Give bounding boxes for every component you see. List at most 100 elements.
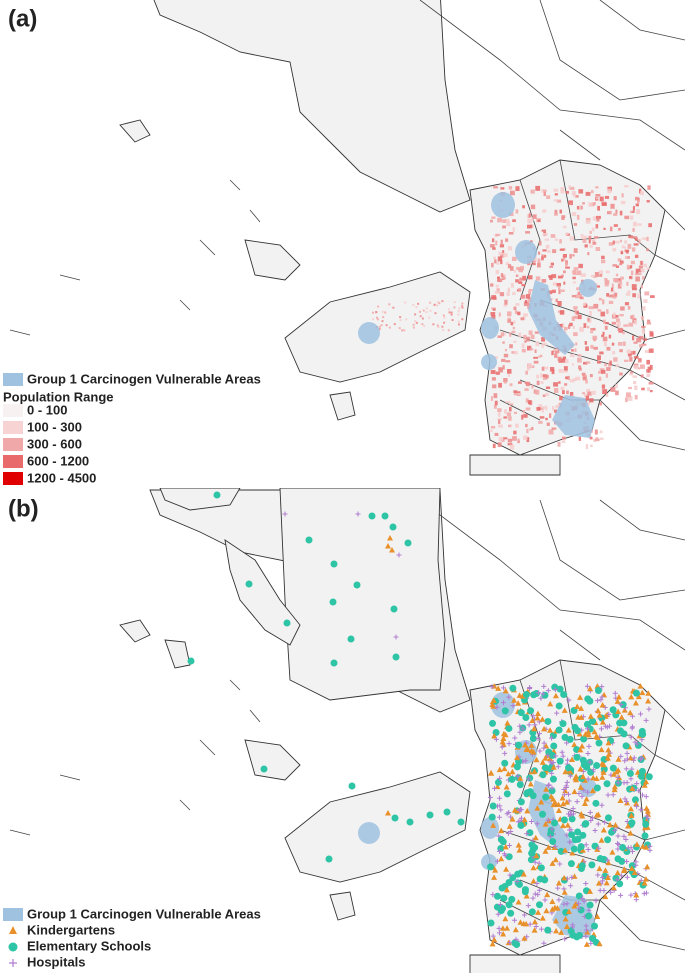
hospital bbox=[623, 798, 629, 804]
population-cell bbox=[620, 276, 624, 280]
population-cell bbox=[579, 296, 584, 300]
population-cell bbox=[558, 381, 561, 384]
population-cell bbox=[508, 416, 512, 421]
population-cell bbox=[515, 274, 519, 277]
hospital bbox=[536, 860, 542, 866]
population-cell bbox=[491, 262, 494, 268]
population-cell bbox=[649, 331, 654, 337]
kindergarten bbox=[590, 774, 597, 781]
kindergarten bbox=[491, 733, 498, 739]
population-cell bbox=[509, 344, 513, 349]
population-cell bbox=[537, 262, 541, 268]
hospital bbox=[605, 857, 611, 863]
population-cell bbox=[599, 196, 604, 202]
population-cell bbox=[576, 270, 582, 276]
population-cell bbox=[503, 304, 508, 307]
population-cell bbox=[441, 300, 444, 303]
kindergarten bbox=[596, 940, 603, 947]
population-cell bbox=[646, 248, 649, 252]
population-cell bbox=[638, 265, 643, 269]
population-cell bbox=[632, 335, 635, 341]
population-cell bbox=[498, 278, 503, 283]
population-cell bbox=[560, 187, 564, 191]
population-cell bbox=[553, 382, 559, 387]
hospital bbox=[549, 826, 555, 832]
hospital bbox=[624, 780, 630, 786]
population-cell bbox=[553, 199, 558, 202]
population-cell bbox=[571, 190, 576, 196]
elementary-school bbox=[616, 880, 624, 888]
population-cell bbox=[530, 204, 536, 210]
population-cell bbox=[622, 341, 626, 346]
hospital bbox=[538, 926, 544, 932]
population-cell bbox=[554, 409, 557, 413]
population-cell bbox=[541, 366, 545, 371]
hospital bbox=[552, 687, 558, 693]
hospital bbox=[615, 780, 621, 786]
population-cell bbox=[585, 402, 590, 406]
population-cell bbox=[372, 311, 374, 314]
population-cell bbox=[611, 287, 614, 292]
population-cell bbox=[612, 264, 617, 267]
population-cell bbox=[458, 323, 460, 326]
kindergarten bbox=[641, 879, 648, 886]
population-cell bbox=[392, 306, 395, 309]
population-cell bbox=[627, 396, 633, 401]
kindergarten bbox=[561, 707, 568, 713]
population-cell bbox=[637, 199, 640, 204]
population-cell bbox=[535, 185, 541, 191]
population-cell bbox=[493, 186, 498, 189]
hospital bbox=[490, 933, 496, 939]
population-cell bbox=[507, 374, 511, 377]
population-cell bbox=[530, 189, 535, 194]
population-cell bbox=[512, 291, 516, 295]
elementary-school bbox=[614, 855, 622, 863]
elementary-school bbox=[329, 598, 337, 606]
population-cell bbox=[531, 365, 535, 369]
population-cell bbox=[533, 389, 538, 394]
kindergarten bbox=[387, 535, 393, 541]
population-cell bbox=[530, 334, 535, 340]
population-cell bbox=[515, 186, 520, 191]
population-cell bbox=[550, 262, 555, 266]
elementary-school bbox=[404, 539, 412, 547]
kindergarten bbox=[531, 725, 538, 732]
elementary-school bbox=[509, 874, 517, 882]
kindergarten bbox=[552, 856, 559, 863]
population-cell bbox=[624, 215, 630, 220]
kindergarten bbox=[609, 849, 616, 855]
population-cell bbox=[618, 342, 623, 346]
population-cell bbox=[557, 356, 562, 362]
kindergarten bbox=[627, 805, 634, 812]
population-cell bbox=[540, 354, 543, 358]
population-cell bbox=[590, 274, 595, 278]
population-cell bbox=[629, 356, 633, 362]
kindergarten bbox=[545, 844, 552, 850]
population-cell bbox=[618, 227, 621, 231]
kindergarten bbox=[516, 847, 523, 853]
population-cell bbox=[519, 277, 523, 281]
kindergarten bbox=[550, 801, 557, 808]
elementary-school bbox=[489, 719, 497, 727]
hospital bbox=[514, 878, 520, 884]
hospital bbox=[628, 845, 634, 851]
population-cell bbox=[535, 389, 540, 395]
population-cell bbox=[595, 194, 601, 197]
elementary-school bbox=[542, 793, 550, 801]
elementary-school bbox=[541, 764, 549, 772]
population-cell bbox=[523, 334, 527, 340]
hospital bbox=[566, 791, 572, 797]
population-cell bbox=[599, 274, 603, 277]
population-cell bbox=[538, 420, 543, 424]
kindergarten bbox=[509, 816, 516, 822]
population-cell bbox=[575, 310, 579, 315]
hospital bbox=[596, 845, 602, 851]
population-cell bbox=[492, 238, 495, 243]
hospital bbox=[585, 751, 591, 757]
kindergarten bbox=[523, 920, 530, 927]
population-cell bbox=[573, 223, 578, 226]
population-cell bbox=[630, 371, 633, 374]
population-cell bbox=[434, 312, 437, 315]
kindergarten bbox=[505, 770, 512, 777]
population-cell bbox=[544, 366, 549, 370]
